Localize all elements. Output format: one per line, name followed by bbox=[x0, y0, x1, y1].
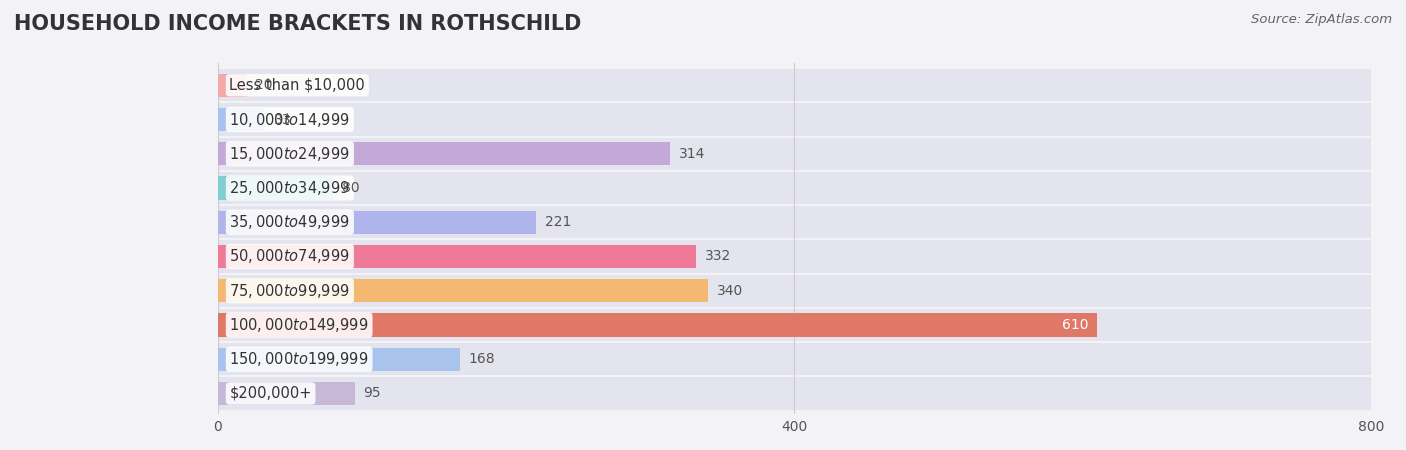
FancyBboxPatch shape bbox=[218, 172, 1371, 204]
Bar bbox=[218, 108, 266, 131]
Text: $10,000 to $14,999: $10,000 to $14,999 bbox=[229, 111, 350, 129]
Text: $35,000 to $49,999: $35,000 to $49,999 bbox=[229, 213, 350, 231]
Text: Source: ZipAtlas.com: Source: ZipAtlas.com bbox=[1251, 14, 1392, 27]
FancyBboxPatch shape bbox=[218, 274, 1371, 307]
FancyBboxPatch shape bbox=[218, 138, 1371, 170]
Text: 610: 610 bbox=[1062, 318, 1088, 332]
Text: $15,000 to $24,999: $15,000 to $24,999 bbox=[229, 145, 350, 163]
Bar bbox=[218, 347, 460, 371]
FancyBboxPatch shape bbox=[218, 104, 1371, 135]
FancyBboxPatch shape bbox=[218, 206, 1371, 238]
FancyBboxPatch shape bbox=[218, 378, 1371, 410]
Bar bbox=[218, 142, 671, 166]
Text: $200,000+: $200,000+ bbox=[229, 386, 312, 401]
Bar bbox=[218, 279, 709, 302]
Text: 340: 340 bbox=[717, 284, 742, 298]
Text: 332: 332 bbox=[704, 249, 731, 264]
Bar bbox=[218, 245, 696, 268]
Text: 221: 221 bbox=[546, 215, 571, 229]
Text: $25,000 to $34,999: $25,000 to $34,999 bbox=[229, 179, 350, 197]
Text: 95: 95 bbox=[364, 387, 381, 400]
Text: $50,000 to $74,999: $50,000 to $74,999 bbox=[229, 248, 350, 266]
Bar bbox=[218, 211, 537, 234]
FancyBboxPatch shape bbox=[218, 69, 1371, 101]
Bar bbox=[218, 74, 247, 97]
Text: Less than $10,000: Less than $10,000 bbox=[229, 78, 366, 93]
Text: 80: 80 bbox=[342, 181, 360, 195]
Bar bbox=[218, 313, 1097, 337]
Text: $150,000 to $199,999: $150,000 to $199,999 bbox=[229, 350, 368, 368]
FancyBboxPatch shape bbox=[218, 343, 1371, 375]
Text: 33: 33 bbox=[274, 112, 291, 126]
Text: 168: 168 bbox=[468, 352, 495, 366]
Text: HOUSEHOLD INCOME BRACKETS IN ROTHSCHILD: HOUSEHOLD INCOME BRACKETS IN ROTHSCHILD bbox=[14, 14, 582, 33]
Bar bbox=[218, 176, 333, 200]
Text: $100,000 to $149,999: $100,000 to $149,999 bbox=[229, 316, 368, 334]
FancyBboxPatch shape bbox=[218, 309, 1371, 341]
Bar bbox=[218, 382, 354, 405]
Text: 314: 314 bbox=[679, 147, 706, 161]
Text: 20: 20 bbox=[256, 78, 273, 92]
Text: $75,000 to $99,999: $75,000 to $99,999 bbox=[229, 282, 350, 300]
FancyBboxPatch shape bbox=[218, 240, 1371, 273]
